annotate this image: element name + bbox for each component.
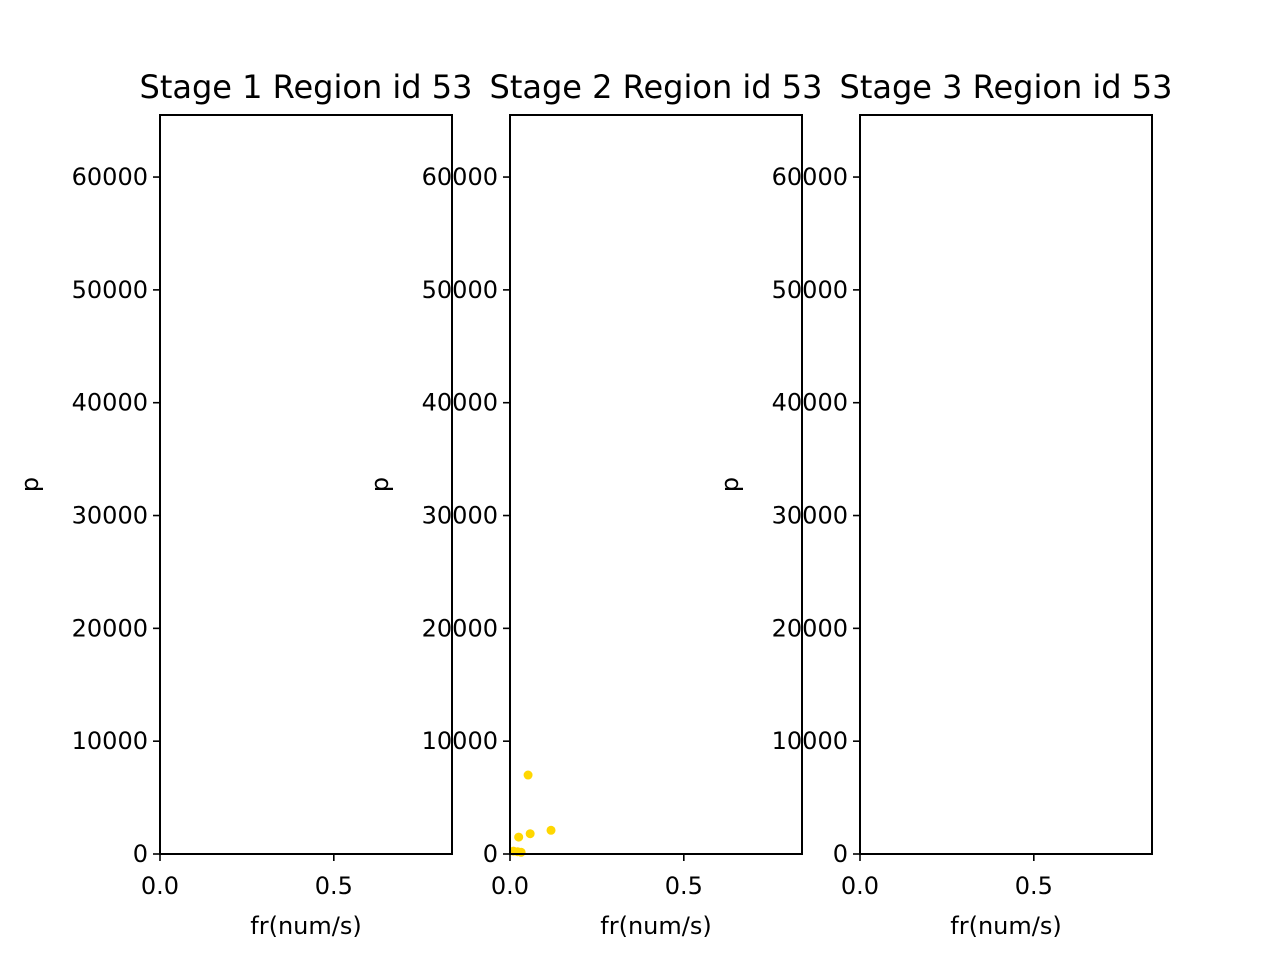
y-tick-label: 20000 <box>422 614 498 642</box>
y-axis-label: p <box>366 477 394 492</box>
y-axis-label: p <box>716 477 744 492</box>
data-point-4 <box>514 832 524 842</box>
y-tick-label: 10000 <box>772 727 848 755</box>
y-tick-label: 60000 <box>72 163 148 191</box>
subplot-3: 0 10000 20000 30000 40000 50000 60000 0.0 0.5 Sta… <box>716 68 1172 940</box>
y-tick-label: 0 <box>833 840 848 868</box>
y-tick-label: 50000 <box>72 276 148 304</box>
subplot-2: 0 10000 20000 30000 40000 50000 60000 0.0 0.5 Sta… <box>366 68 822 940</box>
y-tick-label: 60000 <box>772 163 848 191</box>
y-tick-label: 30000 <box>72 502 148 530</box>
y-tick-label: 0 <box>133 840 148 868</box>
data-point-3 <box>525 829 535 839</box>
data-point-2 <box>546 825 556 835</box>
plot-frame <box>159 114 453 855</box>
x-axis-label: fr(num/s) <box>600 912 711 940</box>
y-tick-label: 20000 <box>72 614 148 642</box>
y-tick-label: 0 <box>483 840 498 868</box>
x-tick-label: 0.0 <box>491 872 529 900</box>
x-axis-label: fr(num/s) <box>250 912 361 940</box>
x-axis-label: fr(num/s) <box>950 912 1061 940</box>
subplot-title: Stage 2 Region id 53 <box>490 68 823 106</box>
subplot-title: Stage 1 Region id 53 <box>140 68 473 106</box>
x-tick-label: 0.5 <box>315 872 353 900</box>
plot-frame <box>509 114 803 855</box>
y-tick-label: 60000 <box>422 163 498 191</box>
x-tick-label: 0.0 <box>141 872 179 900</box>
y-tick-label: 50000 <box>772 276 848 304</box>
plot-frame <box>859 114 1153 855</box>
y-tick-label: 30000 <box>422 502 498 530</box>
x-tick-label: 0.0 <box>841 872 879 900</box>
subplot-title: Stage 3 Region id 53 <box>840 68 1173 106</box>
y-axis-label: p <box>16 477 44 492</box>
subplot-1: 0 10000 20000 30000 40000 50000 60000 0.0 0.5 Sta… <box>16 68 472 940</box>
data-point-1 <box>523 770 533 780</box>
y-tick-label: 30000 <box>772 502 848 530</box>
y-tick-label: 20000 <box>772 614 848 642</box>
y-tick-label: 40000 <box>772 389 848 417</box>
y-tick-label: 50000 <box>422 276 498 304</box>
y-tick-label: 10000 <box>422 727 498 755</box>
y-tick-label: 40000 <box>422 389 498 417</box>
x-tick-label: 0.5 <box>665 872 703 900</box>
data-point-7 <box>516 847 526 857</box>
y-tick-label: 10000 <box>72 727 148 755</box>
y-tick-label: 40000 <box>72 389 148 417</box>
x-tick-label: 0.5 <box>1015 872 1053 900</box>
